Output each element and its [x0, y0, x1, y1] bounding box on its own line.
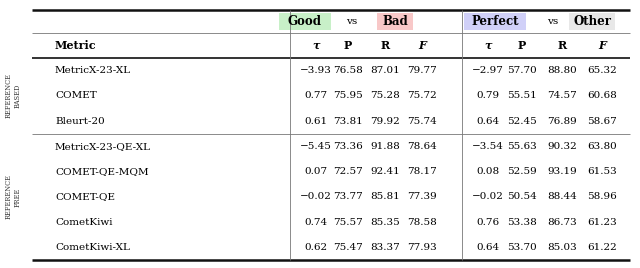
Text: 63.80: 63.80	[587, 142, 617, 151]
Text: 77.93: 77.93	[407, 243, 437, 252]
FancyBboxPatch shape	[279, 13, 331, 30]
FancyBboxPatch shape	[464, 13, 526, 30]
Text: 0.64: 0.64	[476, 117, 500, 126]
Text: 75.95: 75.95	[333, 91, 363, 100]
Text: Perfect: Perfect	[471, 15, 519, 28]
Text: 0.61: 0.61	[305, 117, 328, 126]
Text: 50.54: 50.54	[507, 192, 537, 201]
Text: 75.57: 75.57	[333, 218, 363, 227]
Text: MetricX-23-XL: MetricX-23-XL	[55, 66, 131, 75]
Text: 93.19: 93.19	[547, 167, 577, 176]
Text: 0.79: 0.79	[476, 91, 500, 100]
Text: REFERENCE
FREE: REFERENCE FREE	[4, 174, 22, 219]
Text: 75.72: 75.72	[407, 91, 437, 100]
Text: 90.32: 90.32	[547, 142, 577, 151]
Text: CometKiwi-XL: CometKiwi-XL	[55, 243, 130, 252]
Text: 53.38: 53.38	[507, 218, 537, 227]
Text: 75.28: 75.28	[370, 91, 400, 100]
Text: 53.70: 53.70	[507, 243, 537, 252]
Text: Other: Other	[573, 15, 611, 28]
Text: τ: τ	[484, 40, 492, 51]
Text: 0.07: 0.07	[305, 167, 328, 176]
Text: REFERENCE
BASED: REFERENCE BASED	[4, 73, 22, 118]
Text: Bad: Bad	[382, 15, 408, 28]
Text: 0.64: 0.64	[476, 243, 500, 252]
Text: −5.45: −5.45	[300, 142, 332, 151]
Text: Bleurt-20: Bleurt-20	[55, 117, 105, 126]
Text: R: R	[380, 40, 390, 51]
Text: 74.57: 74.57	[547, 91, 577, 100]
Text: 55.63: 55.63	[507, 142, 537, 151]
Text: −3.93: −3.93	[300, 66, 332, 75]
Text: Good: Good	[288, 15, 322, 28]
Text: 79.92: 79.92	[370, 117, 400, 126]
Text: −0.02: −0.02	[300, 192, 332, 201]
Text: 88.80: 88.80	[547, 66, 577, 75]
Text: −0.02: −0.02	[472, 192, 504, 201]
Text: 86.73: 86.73	[547, 218, 577, 227]
Text: 52.59: 52.59	[507, 167, 537, 176]
Text: 85.81: 85.81	[370, 192, 400, 201]
Text: −3.54: −3.54	[472, 142, 504, 151]
Text: 0.74: 0.74	[305, 218, 328, 227]
Text: P: P	[518, 40, 526, 51]
Text: 72.57: 72.57	[333, 167, 363, 176]
Text: 78.64: 78.64	[407, 142, 437, 151]
Text: 58.96: 58.96	[587, 192, 617, 201]
Text: Metric: Metric	[55, 40, 97, 51]
FancyBboxPatch shape	[377, 13, 413, 30]
Text: 61.22: 61.22	[587, 243, 617, 252]
Text: 0.62: 0.62	[305, 243, 328, 252]
Text: COMET-QE: COMET-QE	[55, 192, 115, 201]
Text: COMET-QE-MQM: COMET-QE-MQM	[55, 167, 148, 176]
Text: 75.47: 75.47	[333, 243, 363, 252]
Text: 78.17: 78.17	[407, 167, 437, 176]
Text: 57.70: 57.70	[507, 66, 537, 75]
Text: 52.45: 52.45	[507, 117, 537, 126]
Text: F: F	[418, 40, 426, 51]
Text: 77.39: 77.39	[407, 192, 437, 201]
Text: R: R	[557, 40, 566, 51]
FancyBboxPatch shape	[569, 13, 615, 30]
Text: 73.36: 73.36	[333, 142, 363, 151]
Text: 61.53: 61.53	[587, 167, 617, 176]
Text: vs: vs	[346, 17, 358, 26]
Text: 85.35: 85.35	[370, 218, 400, 227]
Text: 76.89: 76.89	[547, 117, 577, 126]
Text: P: P	[344, 40, 352, 51]
Text: 75.74: 75.74	[407, 117, 437, 126]
Text: 76.58: 76.58	[333, 66, 363, 75]
Text: 0.76: 0.76	[476, 218, 500, 227]
Text: 78.58: 78.58	[407, 218, 437, 227]
Text: 88.44: 88.44	[547, 192, 577, 201]
Text: COMET: COMET	[55, 91, 97, 100]
Text: 91.88: 91.88	[370, 142, 400, 151]
Text: 87.01: 87.01	[370, 66, 400, 75]
Text: 83.37: 83.37	[370, 243, 400, 252]
Text: 65.32: 65.32	[587, 66, 617, 75]
Text: 55.51: 55.51	[507, 91, 537, 100]
Text: CometKiwi: CometKiwi	[55, 218, 113, 227]
Text: −2.97: −2.97	[472, 66, 504, 75]
Text: MetricX-23-QE-XL: MetricX-23-QE-XL	[55, 142, 151, 151]
Text: 73.77: 73.77	[333, 192, 363, 201]
Text: 61.23: 61.23	[587, 218, 617, 227]
Text: 79.77: 79.77	[407, 66, 437, 75]
Text: 92.41: 92.41	[370, 167, 400, 176]
Text: 58.67: 58.67	[587, 117, 617, 126]
Text: 0.08: 0.08	[476, 167, 500, 176]
Text: vs: vs	[547, 17, 559, 26]
Text: 85.03: 85.03	[547, 243, 577, 252]
Text: τ: τ	[312, 40, 320, 51]
Text: F: F	[598, 40, 606, 51]
Text: 73.81: 73.81	[333, 117, 363, 126]
Text: 60.68: 60.68	[587, 91, 617, 100]
Text: 0.77: 0.77	[305, 91, 328, 100]
